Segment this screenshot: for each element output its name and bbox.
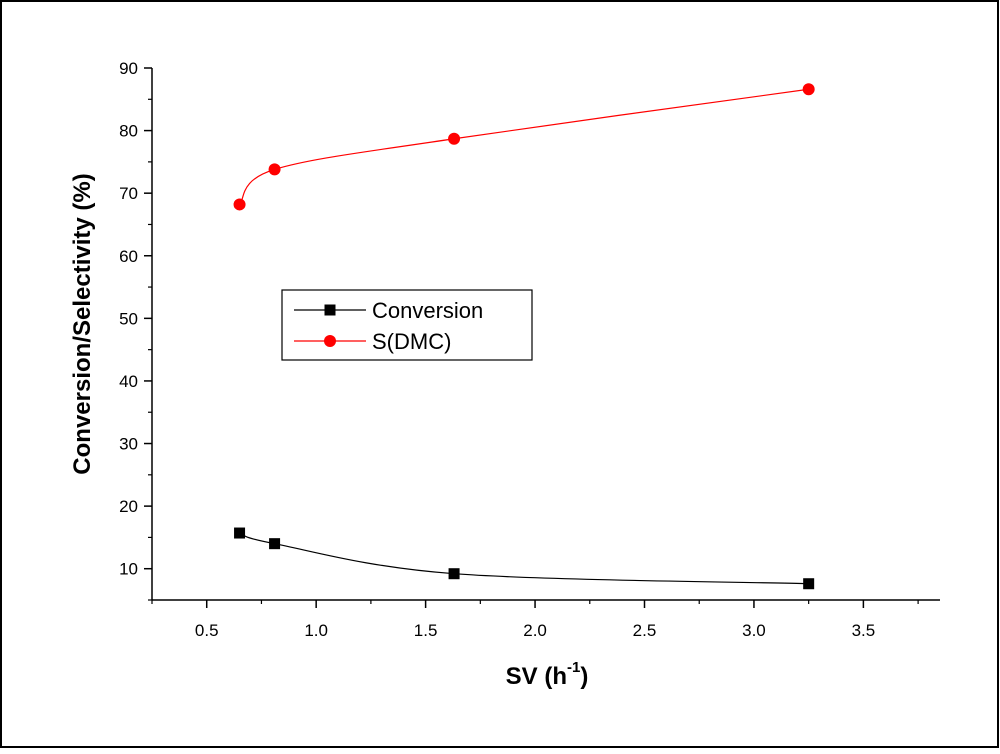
y-tick-label: 40 xyxy=(119,372,138,391)
y-axis-label: Conversion/Selectivity (%) xyxy=(69,173,96,474)
conversion-point xyxy=(448,568,460,580)
y-tick-label: 80 xyxy=(119,122,138,141)
x-axis-label: SV (h-1) xyxy=(506,659,589,690)
x-tick-label: 1.5 xyxy=(414,621,438,640)
x-tick-label: 2.0 xyxy=(523,621,547,640)
x-tick-label: 0.5 xyxy=(195,621,219,640)
y-tick-label: 90 xyxy=(119,59,138,78)
x-axis-label-close: ) xyxy=(580,663,588,690)
y-tick-label: 60 xyxy=(119,247,138,266)
conversion-point xyxy=(269,538,281,550)
y-tick-label: 30 xyxy=(119,435,138,454)
sdmc-point xyxy=(233,198,246,211)
legend-marker-circle xyxy=(324,335,336,347)
legend: Conversion S(DMC) xyxy=(281,289,533,361)
y-tick-label: 70 xyxy=(119,184,138,203)
axes: 10 20 30 40 50 60 70 80 90 0.5 1.0 1.5 2.0 2.5 3.0 3.5 xyxy=(119,59,940,640)
x-axis-label-main: SV (h xyxy=(506,663,567,690)
legend-label-1: S(DMC) xyxy=(372,329,451,354)
legend-box xyxy=(281,289,533,361)
sdmc-point xyxy=(802,83,815,96)
series-layer xyxy=(233,83,815,590)
x-tick-label: 1.0 xyxy=(304,621,328,640)
x-tick-label: 3.0 xyxy=(742,621,766,640)
series-line-0 xyxy=(239,532,809,585)
conversion-point xyxy=(803,578,815,590)
y-tick-label: 10 xyxy=(119,560,138,579)
y-tick-label: 50 xyxy=(119,309,138,328)
y-tick-label: 20 xyxy=(119,497,138,516)
x-axis-label-sup: -1 xyxy=(567,659,580,676)
conversion-point xyxy=(234,527,246,539)
x-tick-label: 3.5 xyxy=(852,621,876,640)
legend-marker-square xyxy=(324,304,336,316)
sdmc-point xyxy=(268,163,281,176)
sdmc-point xyxy=(448,132,461,145)
series-line-1 xyxy=(239,88,809,205)
x-tick-label: 2.5 xyxy=(633,621,657,640)
legend-label-0: Conversion xyxy=(372,298,483,323)
